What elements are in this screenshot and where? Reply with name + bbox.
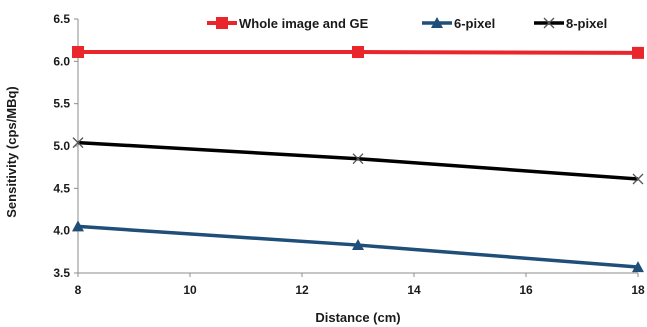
legend-item: 6-pixel [422, 16, 495, 31]
data-point [72, 137, 84, 149]
x-tick-label: 8 [75, 283, 82, 297]
legend: Whole image and GE 6-pixel 8-pixel [207, 16, 607, 31]
data-point [352, 153, 364, 165]
x-axis: 8 10 12 14 16 18 [75, 273, 645, 297]
y-axis-title: Sensitivity (cps/MBq) [4, 86, 19, 217]
data-point [632, 261, 644, 273]
legend-label: Whole image and GE [239, 16, 369, 31]
y-tick-label: 5.0 [53, 139, 70, 153]
x-axis-title: Distance (cm) [315, 310, 400, 325]
data-point [632, 173, 644, 185]
x-tick-label: 14 [407, 283, 421, 297]
data-point [72, 46, 84, 59]
y-tick-label: 3.5 [53, 266, 70, 280]
legend-label: 8-pixel [566, 16, 607, 31]
data-point [72, 220, 84, 232]
legend-label: 6-pixel [454, 16, 495, 31]
legend-swatch-marker [431, 17, 443, 28]
y-axis: 3.5 4.0 4.5 5.0 5.5 6.0 6.5 [53, 12, 78, 280]
y-tick-label: 4.5 [53, 181, 70, 195]
y-tick-label: 5.5 [53, 97, 70, 111]
y-tick-label: 6.0 [53, 54, 70, 68]
x-tick-label: 16 [519, 283, 533, 297]
y-tick-label: 4.0 [53, 224, 70, 238]
x-tick-label: 12 [295, 283, 309, 297]
data-point [352, 46, 364, 59]
data-point [352, 239, 364, 251]
y-tick-label: 6.5 [53, 12, 70, 26]
series-line [77, 140, 639, 181]
series-2 [72, 220, 644, 273]
series-3 [72, 137, 644, 185]
legend-swatch-marker [216, 17, 228, 29]
data-point [632, 46, 644, 59]
legend-item: Whole image and GE [207, 16, 369, 31]
series-1 [72, 46, 644, 59]
legend-swatch-marker [543, 17, 555, 29]
series-layer [72, 46, 644, 273]
legend-item: 8-pixel [534, 16, 607, 31]
x-tick-label: 10 [183, 283, 197, 297]
x-tick-label: 18 [631, 283, 645, 297]
